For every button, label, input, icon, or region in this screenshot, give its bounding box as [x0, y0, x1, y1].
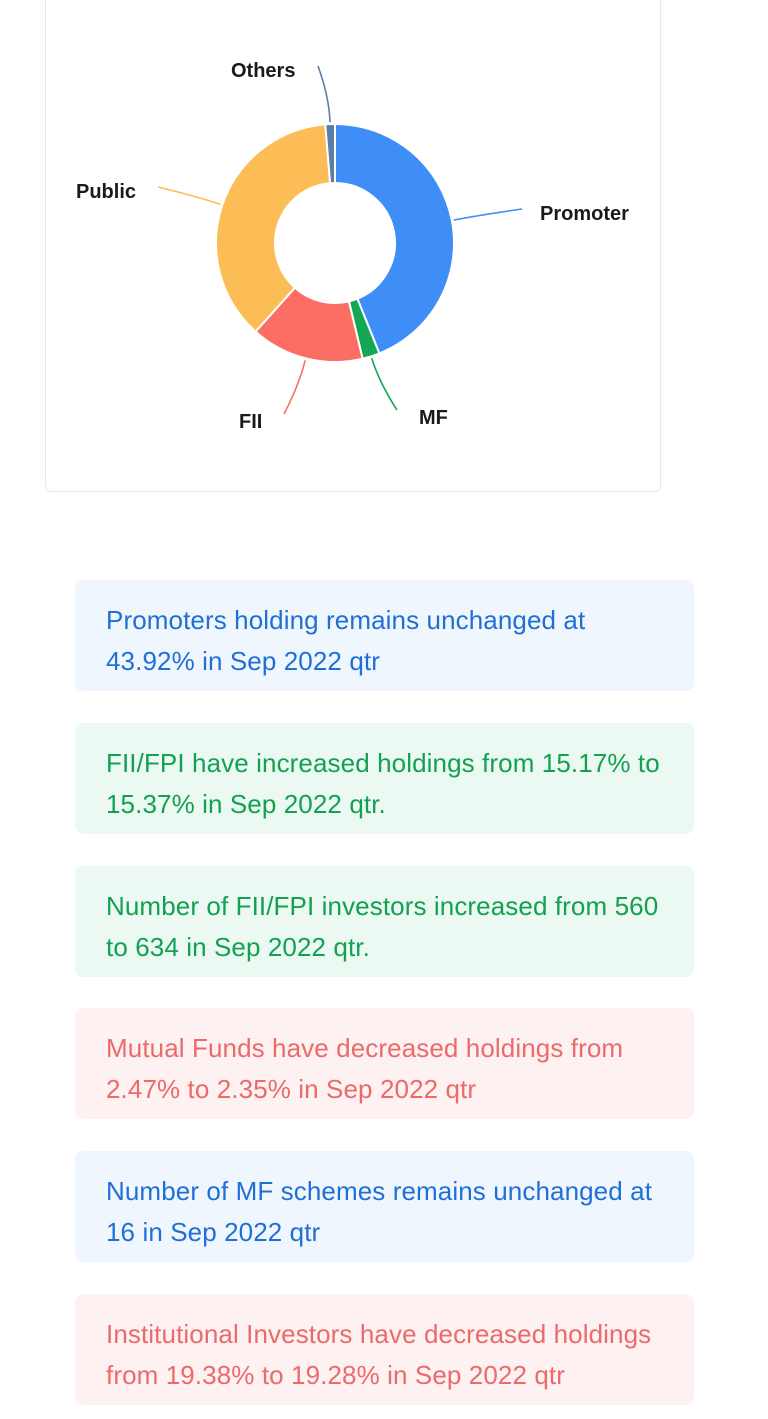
- insight-fii-investor-count: Number of FII/FPI investors increased fr…: [75, 866, 694, 977]
- shareholding-donut-chart: Promoter MF FII Public Others: [76, 60, 629, 433]
- donut-slice-others: [324, 122, 336, 185]
- label-leader-lines: [157, 65, 523, 415]
- leader-line-promoter: [453, 208, 523, 221]
- insight-institutional-holding: Institutional Investors have decreased h…: [75, 1294, 694, 1405]
- leader-line-mf: [370, 358, 398, 411]
- leader-line-others: [317, 65, 331, 123]
- insight-mf-scheme-count: Number of MF schemes remains unchanged a…: [75, 1151, 694, 1262]
- leader-line-fii: [283, 360, 307, 415]
- leader-line-public: [157, 186, 221, 206]
- donut-slice-promoter: [334, 122, 455, 355]
- shareholding-chart-card: [45, 0, 661, 492]
- slice-label-promoter: Promoter: [540, 203, 629, 225]
- donut-slice-public: [215, 123, 332, 333]
- insight-mutual-fund-holding: Mutual Funds have decreased holdings fro…: [75, 1008, 694, 1119]
- donut-slices: [215, 122, 455, 363]
- insight-fii-holding: FII/FPI have increased holdings from 15.…: [75, 723, 694, 834]
- slice-label-fii: FII: [239, 411, 262, 433]
- slice-label-others: Others: [231, 60, 295, 82]
- slice-label-public: Public: [76, 181, 136, 203]
- slice-label-mf: MF: [419, 407, 448, 429]
- insight-promoter-holding: Promoters holding remains unchanged at 4…: [75, 580, 694, 691]
